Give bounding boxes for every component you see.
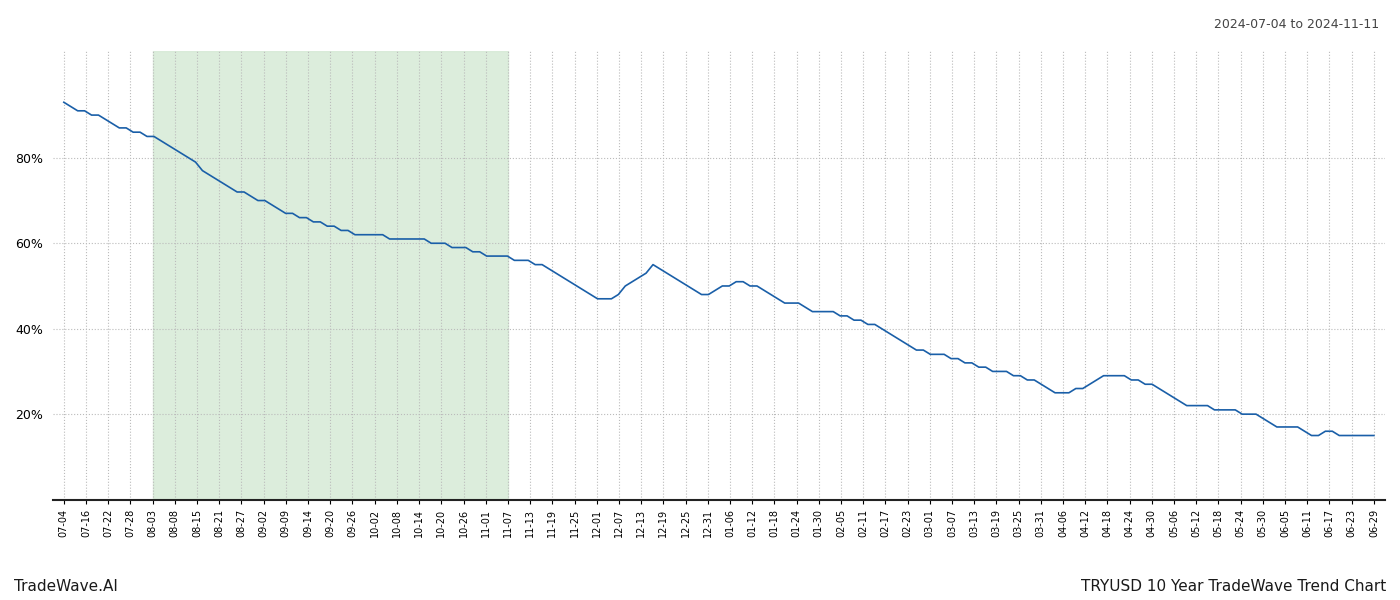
Text: TradeWave.AI: TradeWave.AI	[14, 579, 118, 594]
Text: TRYUSD 10 Year TradeWave Trend Chart: TRYUSD 10 Year TradeWave Trend Chart	[1081, 579, 1386, 594]
Text: 2024-07-04 to 2024-11-11: 2024-07-04 to 2024-11-11	[1214, 18, 1379, 31]
Bar	[153, 51, 508, 500]
